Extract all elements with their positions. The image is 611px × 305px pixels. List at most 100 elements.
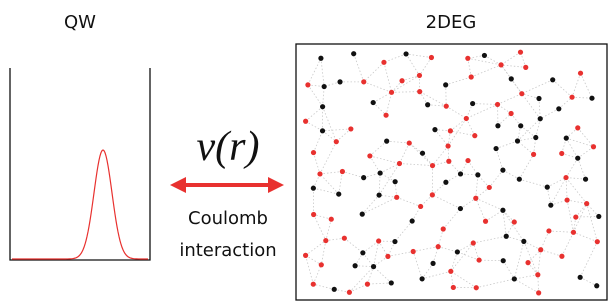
link	[306, 121, 323, 131]
link	[450, 118, 466, 130]
electron-red	[418, 204, 423, 209]
electron-red	[389, 90, 394, 95]
electron-red	[495, 102, 500, 107]
electron-black	[509, 76, 514, 81]
link	[306, 241, 326, 256]
electron-red	[469, 74, 474, 79]
link	[566, 158, 578, 177]
link	[580, 242, 597, 278]
electron-black	[550, 77, 555, 82]
link	[413, 252, 422, 279]
electron-black	[596, 214, 601, 219]
link	[539, 99, 540, 119]
link	[446, 85, 447, 106]
electron-black	[594, 283, 599, 288]
link	[498, 94, 522, 105]
link	[524, 241, 538, 274]
link	[374, 256, 388, 266]
electron-red	[448, 128, 453, 133]
electron-red	[311, 282, 316, 287]
electron-red	[399, 78, 404, 83]
link	[501, 52, 520, 65]
electron-red	[319, 262, 324, 267]
electron-red	[430, 192, 435, 197]
link	[364, 62, 384, 82]
link	[471, 65, 501, 77]
electron-red	[342, 236, 347, 241]
link	[519, 179, 547, 187]
electron-black	[425, 102, 430, 107]
electron-red	[365, 281, 370, 286]
link	[466, 118, 474, 135]
electron-black	[556, 106, 561, 111]
link	[320, 171, 342, 173]
electron-red	[305, 82, 310, 87]
link	[320, 174, 339, 194]
link	[503, 261, 514, 279]
electron-red	[417, 73, 422, 78]
electron-red	[376, 238, 381, 243]
electron-black	[336, 191, 341, 196]
link	[567, 200, 573, 232]
link	[388, 252, 413, 257]
electron-black	[420, 276, 425, 281]
link	[522, 80, 553, 94]
electron-black	[311, 186, 316, 191]
electron-red	[445, 143, 450, 148]
link	[399, 143, 409, 163]
electron-red	[498, 62, 503, 67]
link	[572, 73, 580, 97]
link	[446, 106, 466, 118]
link	[432, 182, 446, 195]
link	[326, 219, 331, 240]
link	[323, 129, 351, 131]
link	[514, 279, 538, 293]
link	[578, 128, 594, 147]
link	[438, 247, 457, 252]
link	[559, 97, 572, 109]
electron-red	[464, 116, 469, 121]
arrow-head	[170, 177, 186, 193]
link	[339, 171, 343, 194]
electron-red	[407, 140, 412, 145]
link	[354, 54, 364, 82]
electron-red	[303, 253, 308, 258]
link	[567, 200, 587, 204]
electron-red	[311, 212, 316, 217]
figure: QW 2DEG v(r) Coulomb interaction	[0, 0, 611, 305]
electron-red	[383, 113, 388, 118]
electron-red	[512, 219, 517, 224]
electron-red	[474, 285, 479, 290]
electron-black	[403, 51, 408, 56]
electron-red	[451, 285, 456, 290]
electron-red	[487, 185, 492, 190]
link	[576, 216, 599, 217]
electron-red	[546, 228, 551, 233]
link	[524, 241, 541, 249]
link	[522, 94, 539, 99]
link	[399, 164, 432, 166]
link	[397, 197, 421, 206]
link	[321, 58, 324, 86]
link	[308, 85, 323, 107]
electron-red	[465, 56, 470, 61]
link	[379, 173, 380, 195]
link	[379, 164, 399, 196]
link	[374, 267, 392, 283]
link	[435, 130, 448, 146]
electron-red	[571, 230, 576, 235]
link	[402, 75, 419, 80]
link	[374, 241, 379, 267]
electron-black	[443, 82, 448, 87]
electron-red	[446, 159, 451, 164]
link	[379, 195, 397, 197]
electron-red	[569, 95, 574, 100]
electron-red	[311, 150, 316, 155]
electron-red	[394, 195, 399, 200]
electron-black	[360, 250, 365, 255]
links	[306, 52, 599, 293]
link	[479, 260, 503, 261]
link	[313, 188, 338, 194]
electron-red	[361, 79, 366, 84]
link	[386, 92, 391, 115]
